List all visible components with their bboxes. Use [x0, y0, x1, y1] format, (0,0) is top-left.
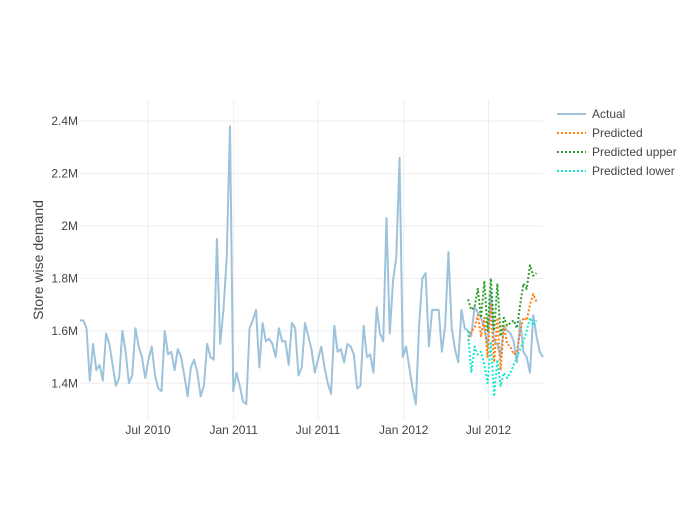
- series-line-actual: [80, 125, 544, 406]
- y-axis-title: Store wise demand: [30, 200, 46, 320]
- legend-label-predicted-lower: Predicted lower: [592, 164, 675, 178]
- legend-label-predicted: Predicted: [592, 126, 643, 140]
- series-layer: [80, 125, 544, 406]
- series-line-predicted-upper: [467, 264, 538, 338]
- y-tick-label: 1.8M: [51, 271, 78, 285]
- x-tick-label: Jan 2011: [209, 423, 258, 437]
- legend: Actual Predicted Predicted upper Predicted …: [557, 107, 677, 178]
- x-tick-label: Jul 2012: [466, 423, 512, 437]
- tick-layer: 1.4M 1.6M 1.8M 2M 2.2M 2.4M Jul 2010 Jan 2011 Ju…: [51, 114, 511, 437]
- y-tick-label: 2M: [61, 219, 78, 233]
- x-tick-label: Jul 2011: [296, 423, 341, 437]
- grid-layer: [80, 100, 543, 420]
- y-tick-label: 1.4M: [51, 376, 78, 390]
- y-tick-label: 2.2M: [51, 166, 78, 180]
- series-line-predicted-lower: [467, 316, 538, 398]
- x-tick-label: Jul 2010: [125, 423, 171, 437]
- x-tick-label: Jan 2012: [379, 423, 429, 437]
- legend-label-predicted-upper: Predicted upper: [592, 145, 677, 159]
- series-line-predicted: [467, 293, 538, 372]
- y-tick-label: 2.4M: [51, 114, 78, 128]
- y-tick-label: 1.6M: [51, 324, 78, 338]
- legend-label-actual: Actual: [592, 107, 625, 121]
